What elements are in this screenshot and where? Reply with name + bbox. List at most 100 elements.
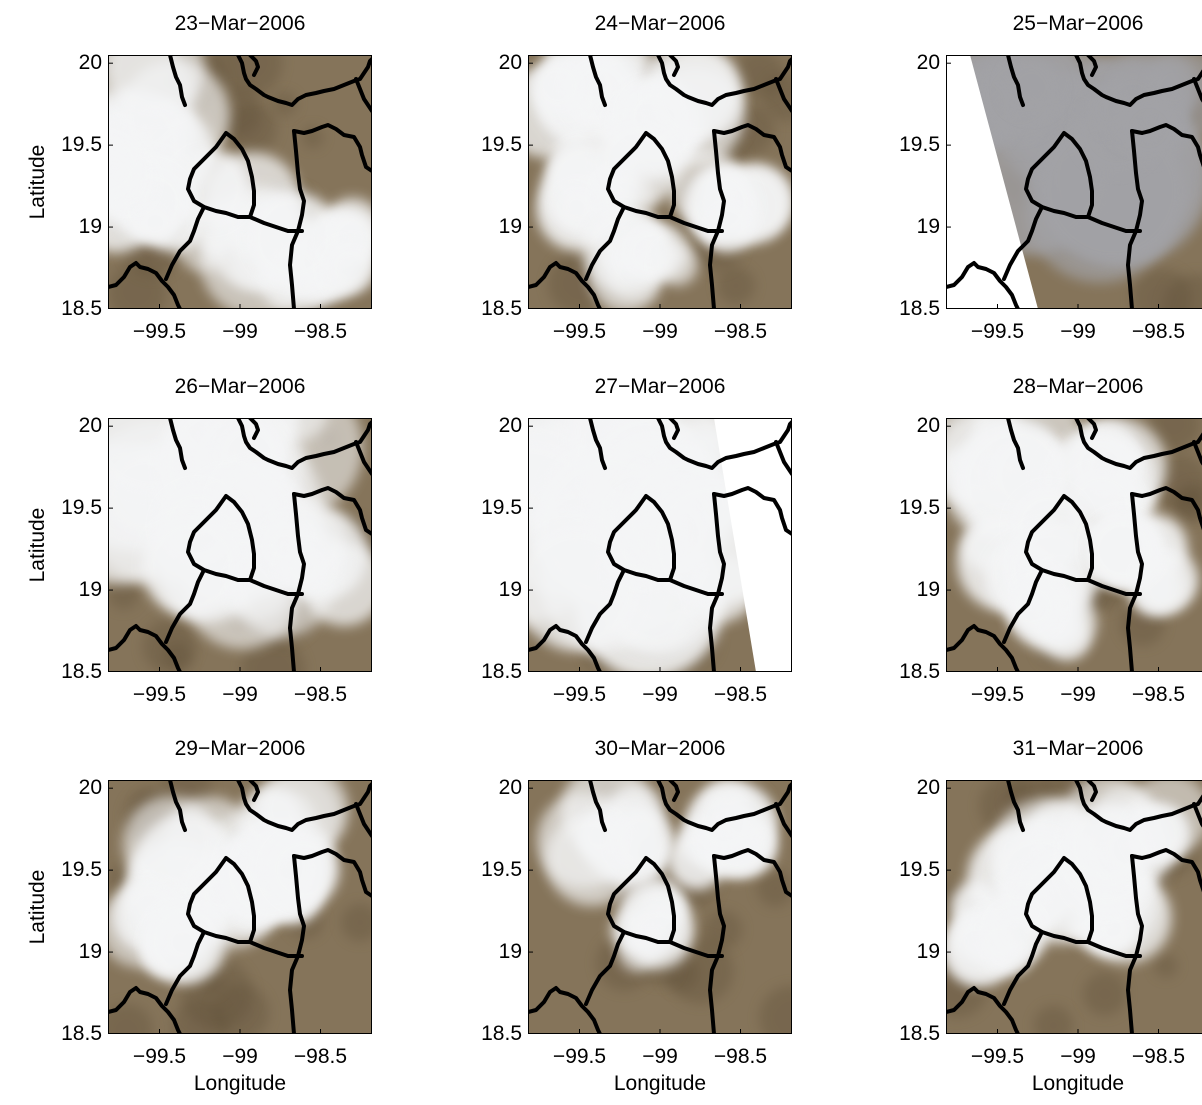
y-tick-label: 19.5 [481, 496, 522, 520]
panel-date-title: 26−Mar−2006 [174, 375, 306, 398]
y-tick-label: 20 [78, 51, 102, 75]
state-boundary [248, 940, 304, 958]
satellite-map [528, 55, 792, 309]
state-boundary [1086, 578, 1142, 596]
y-tick-label: 20 [916, 414, 940, 438]
state-boundary [288, 492, 306, 672]
satellite-map [946, 780, 1202, 1034]
state-boundary [108, 261, 182, 309]
y-tick-label: 18.5 [61, 660, 102, 683]
x-tick-label: −99 [642, 1045, 678, 1068]
y-tick-label: 19 [78, 578, 102, 602]
cloud-cover [528, 418, 788, 672]
satellite-map [528, 780, 792, 1034]
state-boundary [946, 986, 1020, 1034]
state-boundary [668, 215, 724, 233]
state-boundary [1002, 930, 1044, 1006]
y-axis-label: Latitude [26, 507, 49, 583]
state-boundary [584, 205, 626, 281]
state-boundary [946, 261, 1020, 309]
panel-date-title: 30−Mar−2006 [594, 737, 726, 760]
state-boundary [1074, 55, 1202, 107]
state-boundary [712, 486, 792, 536]
y-tick-label: 19 [498, 940, 522, 964]
state-boundary [774, 77, 792, 113]
satellite-map [108, 55, 372, 309]
satellite-map [108, 780, 372, 1034]
state-boundary [656, 55, 792, 107]
x-tick-label: −99.5 [552, 320, 607, 343]
state-boundary [186, 856, 256, 944]
y-tick-label: 19.5 [481, 858, 522, 882]
state-boundary [708, 854, 726, 1034]
swath-gap [714, 418, 792, 672]
state-boundary [584, 930, 626, 1006]
x-tick-label: −99 [222, 320, 258, 343]
x-tick-label: −98.5 [713, 320, 768, 343]
state-boundary [1002, 568, 1044, 644]
x-axis-label: Longitude [193, 1072, 287, 1095]
y-tick-label: 19.5 [899, 133, 940, 157]
map-panel: 25−Mar−2006 18.5 19 19.5 20 −99.5 −99 −98.5 [899, 12, 1202, 375]
state-boundary [1086, 55, 1098, 77]
x-tick-label: −99 [1060, 320, 1096, 343]
state-boundary [354, 77, 372, 113]
state-boundary [1006, 418, 1025, 470]
y-tick-label: 19 [498, 578, 522, 602]
state-boundary [1086, 418, 1098, 440]
y-tick-label: 18.5 [899, 1022, 940, 1045]
state-boundary [606, 856, 676, 944]
state-boundary [528, 261, 602, 309]
state-boundary [164, 205, 206, 281]
x-tick-label: −99.5 [970, 683, 1025, 706]
x-tick-label: −98.5 [293, 1045, 348, 1068]
map-panel: 27−Mar−2006 18.5 19 19.5 20 −99.5 −99 −98.5 [481, 375, 828, 738]
state-boundary [606, 494, 676, 582]
state-boundary [774, 440, 792, 476]
state-boundary [668, 780, 680, 802]
y-tick-label: 19 [916, 578, 940, 602]
y-tick-label: 19 [916, 940, 940, 964]
x-tick-label: −99.5 [552, 1045, 607, 1068]
y-tick-label: 19 [78, 215, 102, 239]
panel-date-title: 31−Mar−2006 [1012, 737, 1144, 760]
state-boundary [1130, 486, 1202, 531]
x-tick-label: −99.5 [552, 683, 607, 706]
state-boundary [656, 418, 792, 470]
state-boundary [1074, 418, 1202, 470]
satellite-map [528, 418, 792, 672]
y-axis-label: Latitude [26, 869, 49, 945]
x-tick-label: −98.5 [293, 683, 348, 706]
state-boundary [248, 418, 260, 440]
state-boundary [946, 624, 1020, 672]
x-tick-label: −99.5 [132, 1045, 187, 1068]
panel-date-title: 25−Mar−2006 [1012, 12, 1144, 35]
x-tick-label: −99 [222, 1045, 258, 1068]
state-boundary [108, 624, 182, 672]
state-boundary [1024, 856, 1094, 944]
state-boundary [1024, 131, 1094, 219]
state-boundary [1126, 129, 1144, 309]
x-tick-label: −98.5 [293, 320, 348, 343]
state-boundary [588, 55, 607, 107]
state-boundary [708, 492, 726, 672]
state-boundary [588, 780, 607, 832]
y-tick-label: 19.5 [899, 496, 940, 520]
state-boundary [292, 123, 372, 173]
state-boundary [588, 418, 607, 470]
x-tick-label: −99.5 [970, 320, 1025, 343]
satellite-map [108, 418, 372, 672]
state-boundary [668, 578, 724, 596]
x-axis-label: Longitude [613, 1072, 707, 1095]
x-tick-label: −98.5 [713, 1045, 768, 1068]
x-tick-label: −99 [1060, 683, 1096, 706]
x-tick-label: −99.5 [132, 320, 187, 343]
state-boundary [1024, 494, 1094, 582]
state-boundary [354, 440, 372, 476]
y-tick-label: 20 [498, 51, 522, 75]
state-boundary [668, 418, 680, 440]
map-panel: 30−Mar−2006 18.5 19 19.5 20 −99.5 −99 −98.5 Long… [481, 737, 828, 1100]
state-boundary [1192, 440, 1202, 466]
x-tick-label: −99.5 [132, 683, 187, 706]
state-boundary [168, 418, 187, 470]
